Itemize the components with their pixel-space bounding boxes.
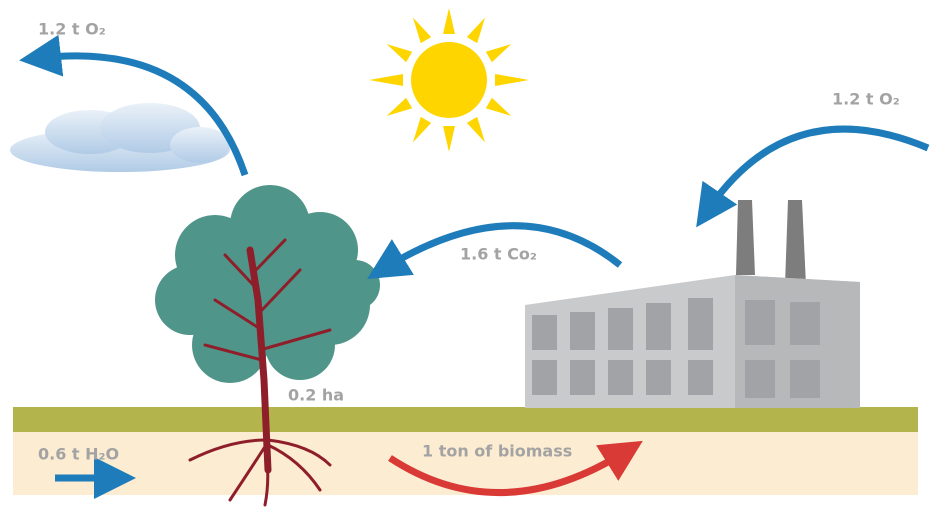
label: 0.2 ha (288, 386, 344, 405)
cloud (10, 103, 230, 172)
label: 1.6 t Co₂ (460, 245, 537, 264)
label: 1.2 t O₂ (832, 90, 900, 109)
label: 0.6 t H₂O (38, 445, 119, 464)
factory (525, 200, 860, 408)
arrow (708, 129, 928, 210)
page: 1.2 t O₂ 1.2 t O₂ 1.6 t Co₂ 0.2 ha 0.6 t… (0, 0, 942, 515)
label: 1.2 t O₂ (38, 20, 106, 39)
ground (13, 407, 918, 432)
label: 1 ton of biomass (422, 442, 572, 461)
tree-canopy (155, 185, 380, 383)
scene: 1.2 t O₂ 1.2 t O₂ 1.6 t Co₂ 0.2 ha 0.6 t… (0, 0, 942, 515)
sun (369, 8, 529, 152)
